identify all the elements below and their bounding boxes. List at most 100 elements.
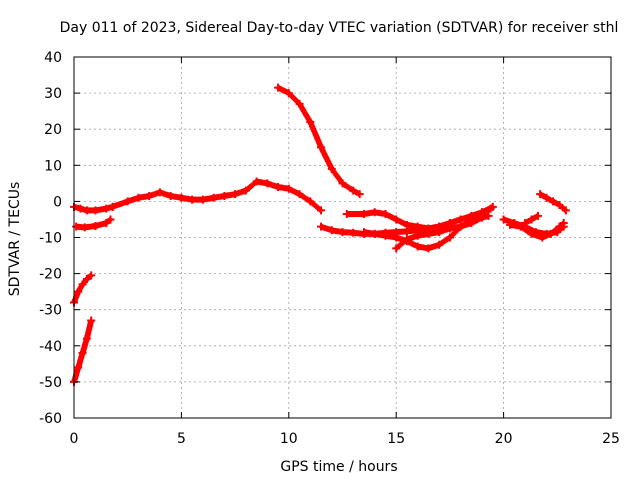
chart-title: Day 011 of 2023, Sidereal Day-to-day VTE… bbox=[60, 20, 619, 36]
data-point bbox=[445, 233, 454, 242]
series-arc-13 bbox=[521, 211, 542, 228]
data-point bbox=[306, 117, 315, 126]
data-point bbox=[145, 191, 154, 200]
x-tick-label: 20 bbox=[495, 431, 513, 447]
data-point bbox=[108, 202, 117, 211]
series-arc-5 bbox=[108, 177, 326, 215]
data-point bbox=[467, 219, 476, 228]
data-point bbox=[456, 215, 465, 224]
data-point bbox=[488, 202, 497, 211]
data-point bbox=[284, 184, 293, 193]
data-point bbox=[499, 215, 508, 224]
data-point bbox=[134, 193, 143, 202]
y-tick-label: -10 bbox=[39, 231, 62, 247]
y-tick-label: 20 bbox=[44, 122, 62, 138]
series-arc-1 bbox=[70, 202, 117, 215]
data-point bbox=[370, 208, 379, 217]
series-arc-6 bbox=[274, 83, 364, 199]
data-point bbox=[546, 229, 555, 238]
data-point bbox=[317, 143, 326, 152]
data-point bbox=[295, 190, 304, 199]
data-point bbox=[306, 197, 315, 206]
data-point bbox=[527, 229, 536, 238]
data-point bbox=[424, 229, 433, 238]
data-point bbox=[542, 193, 551, 202]
data-point bbox=[327, 164, 336, 173]
data-point bbox=[87, 316, 96, 325]
data-point bbox=[435, 240, 444, 249]
data-point bbox=[241, 186, 250, 195]
data-point bbox=[102, 219, 111, 228]
data-point bbox=[402, 235, 411, 244]
data-point bbox=[91, 221, 100, 230]
data-point bbox=[359, 228, 368, 237]
y-axis-label: SDTVAR / TECUs bbox=[7, 182, 23, 297]
data-point bbox=[392, 233, 401, 242]
data-point bbox=[413, 222, 422, 231]
series-arc-12 bbox=[506, 219, 568, 242]
data-point bbox=[106, 215, 115, 224]
data-point bbox=[456, 222, 465, 231]
data-point bbox=[359, 210, 368, 219]
data-point bbox=[231, 190, 240, 199]
y-tick-label: -30 bbox=[39, 303, 62, 319]
x-tick-label: 25 bbox=[602, 431, 620, 447]
data-point bbox=[478, 213, 487, 222]
data-point bbox=[355, 190, 364, 199]
data-point bbox=[76, 204, 85, 213]
data-point bbox=[521, 219, 530, 228]
data-point bbox=[74, 363, 83, 372]
ticks: 0 5 10 15 20 25 -60 -50 -40 -30 -20 -10 0 10 20 30 40 bbox=[39, 50, 620, 447]
series-arc-10 bbox=[392, 211, 493, 253]
data-point bbox=[317, 206, 326, 215]
data-point bbox=[559, 219, 568, 228]
data-point bbox=[284, 89, 293, 98]
x-tick-label: 0 bbox=[70, 431, 79, 447]
data-point bbox=[370, 229, 379, 238]
data-point bbox=[561, 206, 570, 215]
data-point bbox=[392, 215, 401, 224]
y-tick-label: -50 bbox=[39, 375, 62, 391]
data-point bbox=[413, 242, 422, 251]
data-point bbox=[338, 179, 347, 188]
y-tick-label: 10 bbox=[44, 158, 62, 174]
series-arc-2 bbox=[72, 215, 115, 232]
data-point bbox=[317, 222, 326, 231]
data-point bbox=[82, 275, 91, 284]
x-tick-label: 15 bbox=[387, 431, 405, 447]
data-point bbox=[274, 83, 283, 92]
data-point bbox=[342, 210, 351, 219]
data-point bbox=[349, 186, 358, 195]
data-point bbox=[533, 211, 542, 220]
grid bbox=[74, 57, 611, 418]
data-point bbox=[381, 210, 390, 219]
data-point bbox=[78, 349, 87, 358]
series-band bbox=[275, 84, 362, 197]
data-point bbox=[516, 222, 525, 231]
data-point bbox=[91, 206, 100, 215]
data-point bbox=[327, 226, 336, 235]
y-tick-label: -60 bbox=[39, 411, 62, 427]
data-point bbox=[252, 177, 261, 186]
data-point bbox=[82, 334, 91, 343]
data-point bbox=[349, 228, 358, 237]
data-point bbox=[209, 193, 218, 202]
data-point bbox=[536, 190, 545, 199]
data-point bbox=[413, 231, 422, 240]
data-point bbox=[381, 231, 390, 240]
data-point bbox=[555, 201, 564, 210]
data-point bbox=[445, 224, 454, 233]
data-point bbox=[198, 195, 207, 204]
data-point bbox=[78, 280, 87, 289]
y-tick-label: 30 bbox=[44, 86, 62, 102]
series-band bbox=[109, 178, 323, 213]
data-point bbox=[527, 215, 536, 224]
data-point bbox=[82, 206, 91, 215]
data-point bbox=[166, 191, 175, 200]
data-point bbox=[188, 195, 197, 204]
data-point bbox=[295, 99, 304, 108]
data-point bbox=[263, 179, 272, 188]
data-point bbox=[80, 223, 89, 232]
y-tick-label: -20 bbox=[39, 267, 62, 283]
